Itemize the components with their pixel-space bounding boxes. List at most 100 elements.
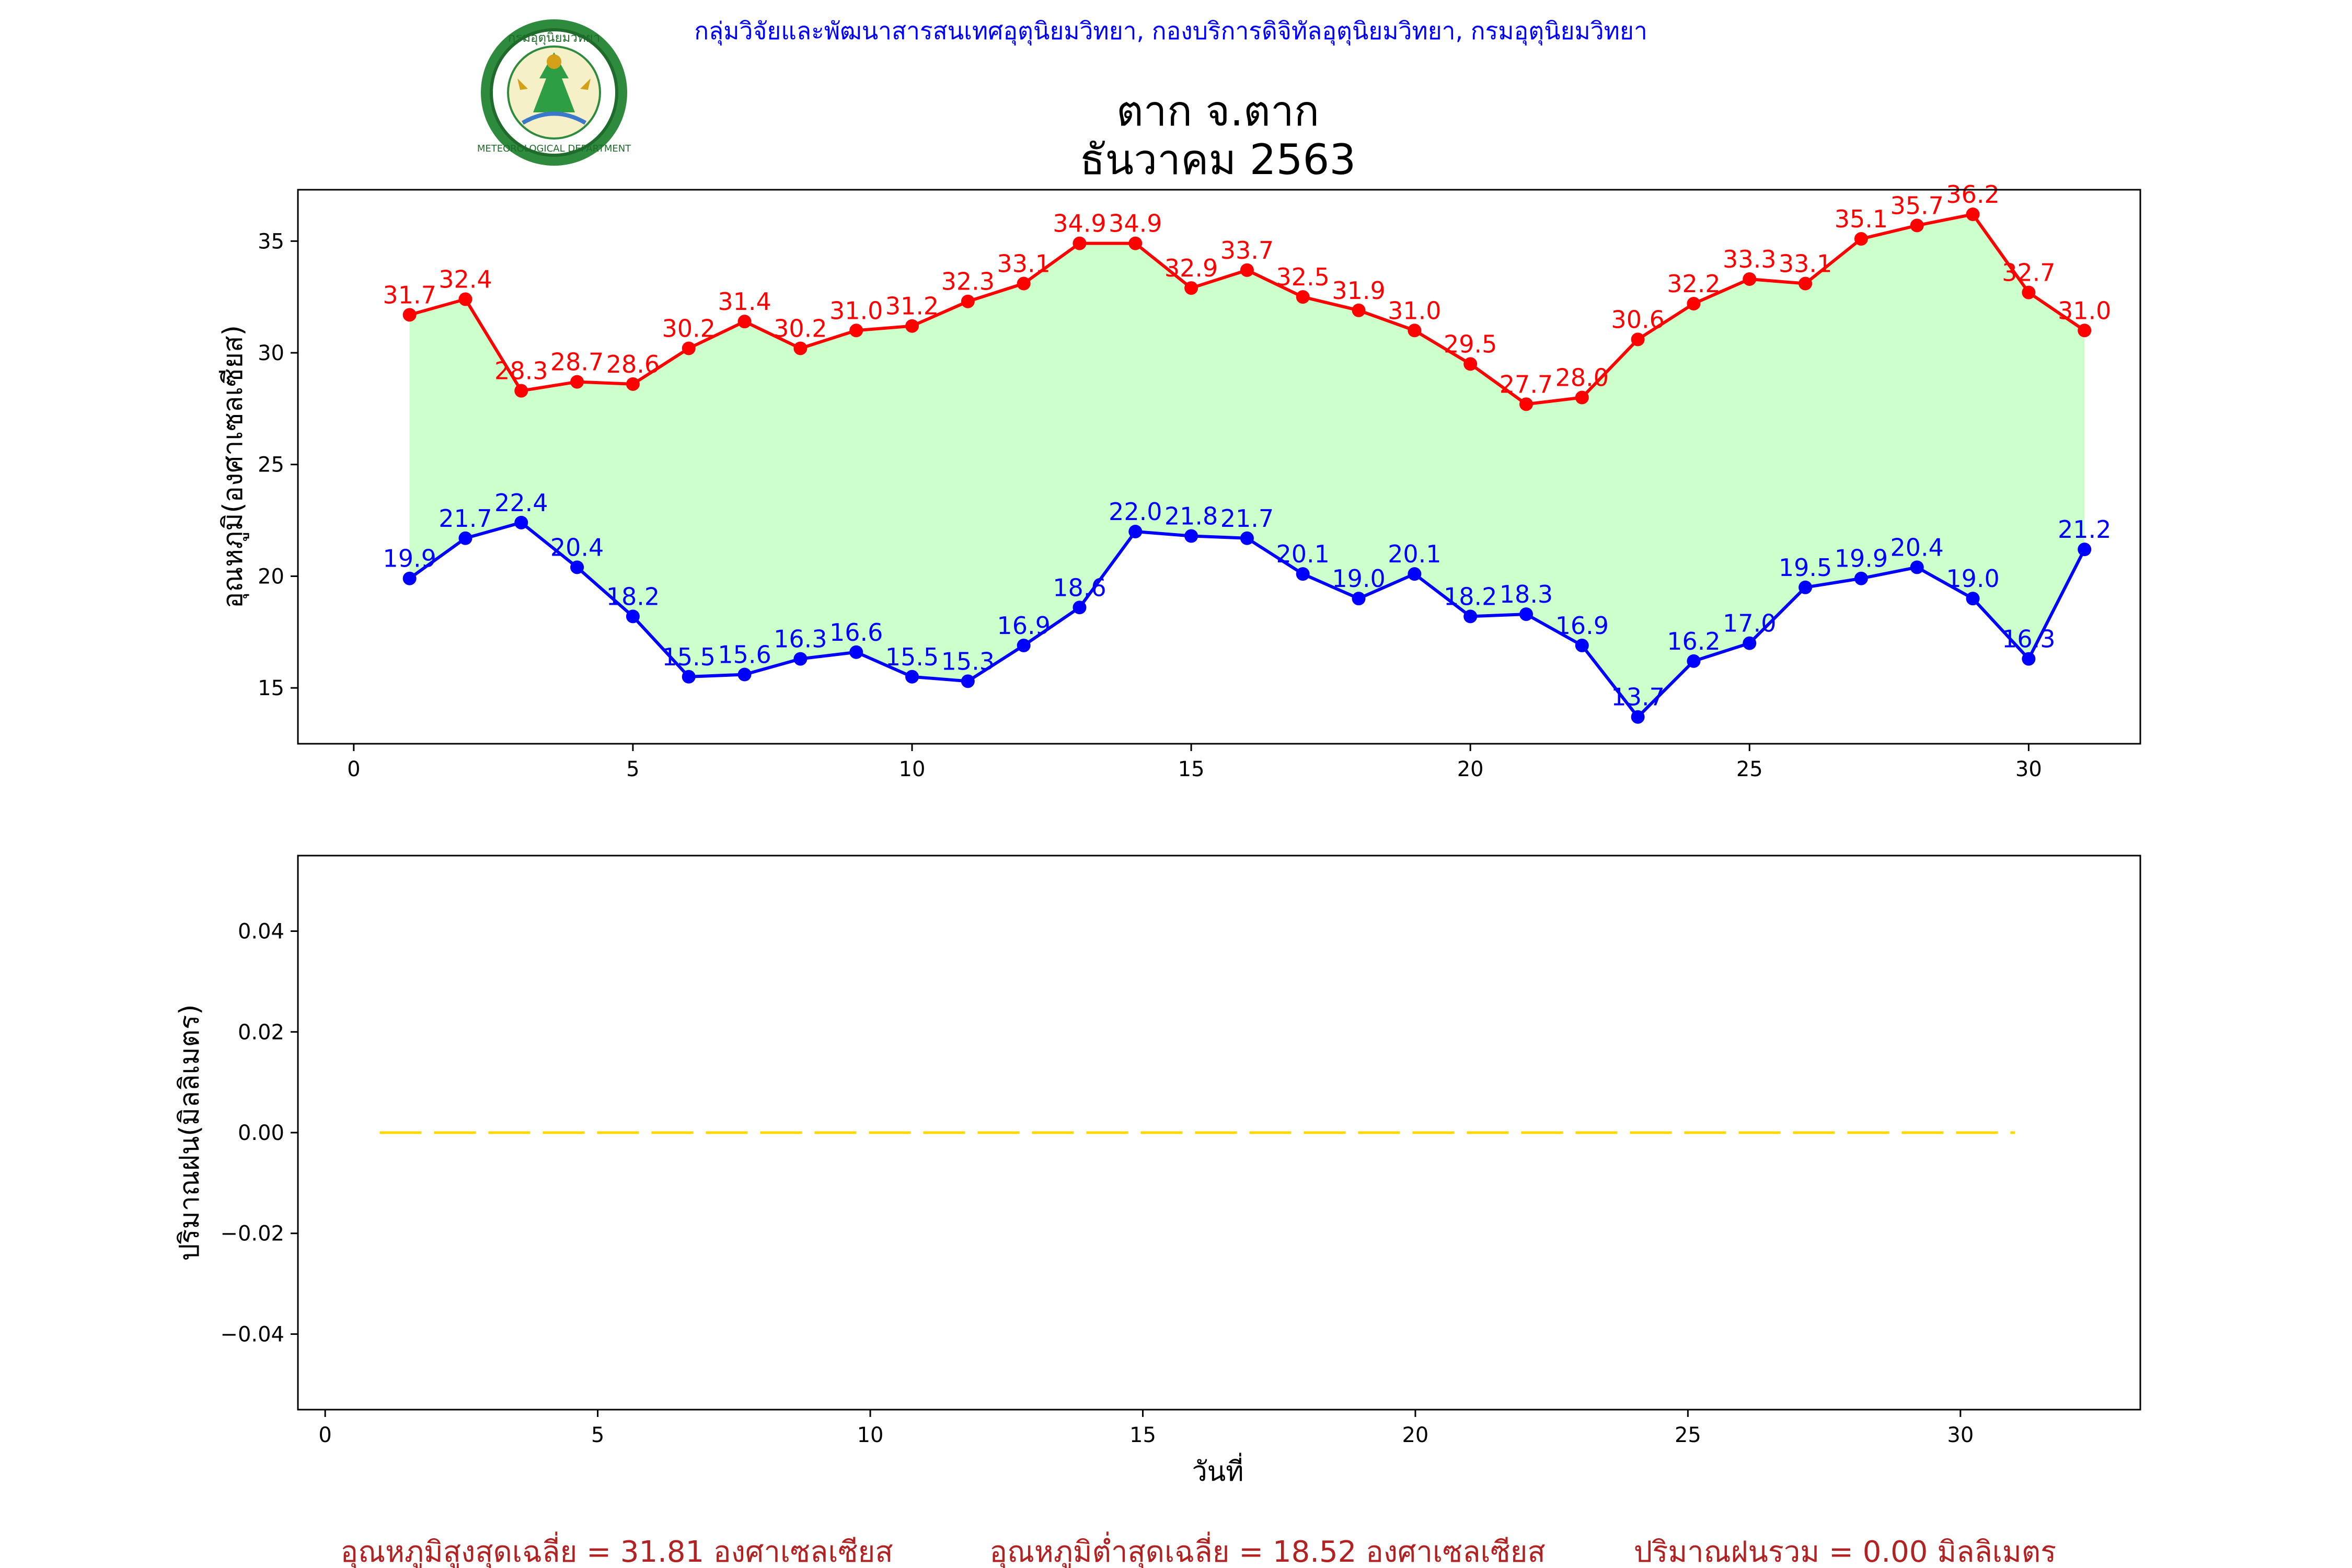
data-point-max	[626, 377, 640, 391]
data-label-min: 18.2	[606, 582, 660, 610]
summary-avg-min: อุณหภูมิต่ำสุดเฉลี่ย = 18.52 องศาเซลเซีย…	[989, 1531, 1545, 1568]
data-label-min: 19.0	[1332, 564, 1385, 593]
data-point-min	[682, 670, 696, 684]
temperature-panel: 31.732.428.3 28.7 28.630.231.430.231.0 31.2…	[217, 180, 2141, 781]
data-point-max	[1463, 357, 1478, 371]
chart-title-line1: ตาก จ.ตาก	[1116, 87, 1319, 135]
summary-total-rain: ปริมาณฝนรวม = 0.00 มิลลิเมตร	[1634, 1535, 2057, 1568]
data-label-max: 32.5	[1276, 263, 1330, 291]
data-point-min	[1743, 636, 1757, 650]
data-label-max: 28.0	[1555, 364, 1609, 392]
data-point-min	[1966, 592, 1980, 606]
x-tick-label: 5	[626, 757, 639, 781]
data-point-max	[570, 375, 584, 389]
data-point-max	[905, 319, 919, 333]
data-label-min: 21.2	[2058, 515, 2111, 544]
data-label-min: 20.1	[1276, 540, 1330, 568]
data-point-max	[1073, 236, 1087, 250]
data-point-max	[2078, 324, 2092, 338]
temperature-y-axis-label: อุณหภูมิ(องศาเซลเซียส)	[217, 325, 249, 608]
data-point-min	[1798, 580, 1813, 594]
data-point-min	[2078, 543, 2092, 557]
meteorological-department-seal-icon: กรมอุตุนิยมวิทยา METEOROLOGICAL DEPARTME…	[477, 19, 631, 166]
data-point-min	[905, 670, 919, 684]
seal-text-bottom: METEOROLOGICAL DEPARTMENT	[477, 143, 631, 154]
y-tick-label: 35	[258, 229, 284, 253]
data-label-min: 21.7	[439, 504, 492, 533]
data-label-max: 30.2	[774, 314, 827, 342]
data-point-min	[1017, 638, 1031, 652]
data-point-min	[1910, 560, 1924, 574]
data-label-min: 19.9	[383, 545, 436, 573]
data-point-min	[793, 652, 808, 666]
data-label-max: 35.1	[1835, 205, 1888, 233]
data-point-max	[1743, 272, 1757, 286]
data-label-max: 30.6	[1611, 305, 1664, 333]
y-tick-label: 0.02	[238, 1020, 284, 1044]
x-tick-label: 25	[1736, 757, 1763, 781]
data-label-max: 33.1	[997, 250, 1050, 278]
data-point-max	[1798, 276, 1813, 291]
data-point-max	[1575, 390, 1589, 405]
y-tick-label: 0.04	[238, 920, 284, 944]
data-point-max	[682, 341, 696, 355]
y-tick-label: 15	[258, 676, 284, 700]
data-point-min	[1631, 710, 1645, 724]
x-tick-label: 0	[318, 1423, 331, 1447]
data-label-min: 15.3	[941, 647, 995, 675]
data-point-max	[793, 341, 808, 355]
rainfall-y-axis-label: ปริมาณฝน(มิลลิเมตร)	[174, 1004, 205, 1261]
data-point-max	[737, 315, 752, 329]
data-label-min: 16.9	[997, 612, 1050, 640]
y-tick-label: 20	[258, 564, 284, 589]
data-label-min: 16.6	[829, 618, 883, 647]
data-label-max: 28.6	[606, 350, 660, 378]
data-label-max: 32.9	[1165, 254, 1218, 282]
data-label-max: 32.3	[941, 268, 995, 296]
data-point-max	[849, 324, 863, 338]
data-point-min	[514, 515, 528, 529]
data-point-max	[1408, 324, 1422, 338]
data-point-min	[1240, 531, 1254, 545]
data-point-min	[458, 531, 472, 545]
data-point-max	[1854, 232, 1868, 246]
data-point-max	[1352, 303, 1366, 317]
data-point-max	[1296, 290, 1310, 304]
y-tick-label: 0.00	[238, 1121, 284, 1145]
data-label-min: 20.4	[550, 533, 604, 561]
data-point-max	[1240, 263, 1254, 277]
data-label-min: 13.7	[1611, 683, 1664, 711]
data-label-min: 16.3	[2002, 625, 2055, 653]
data-label-min: 20.1	[1388, 540, 1441, 568]
data-point-min	[2022, 652, 2036, 666]
x-tick-label: 15	[1129, 1423, 1156, 1447]
data-label-min: 18.3	[1500, 580, 1553, 608]
data-label-max: 33.7	[1220, 236, 1274, 264]
x-tick-label: 10	[857, 1423, 884, 1447]
data-label-min: 21.7	[1220, 504, 1274, 533]
data-label-max: 29.5	[1444, 330, 1497, 358]
data-point-max	[1687, 296, 1701, 310]
data-label-min: 20.4	[1890, 533, 1944, 561]
data-point-min	[849, 645, 863, 659]
temperature-range-fill	[409, 214, 2085, 717]
data-label-max: 30.2	[662, 314, 716, 342]
data-label-max: 35.7	[1890, 191, 1944, 220]
data-point-min	[1184, 529, 1198, 543]
data-point-min	[961, 674, 975, 688]
temperature-data-labels: 31.732.428.3 28.7 28.630.231.430.231.0 31.2…	[383, 180, 2111, 711]
data-label-max: 32.2	[1667, 270, 1720, 298]
x-tick-label: 30	[1947, 1423, 1974, 1447]
data-point-max	[1184, 281, 1198, 295]
data-label-max: 31.0	[2058, 296, 2111, 325]
data-label-max: 28.3	[494, 357, 548, 385]
data-label-min: 22.4	[494, 489, 548, 517]
seal-text-top: กรมอุตุนิยมวิทยา	[508, 30, 600, 45]
data-label-max: 31.0	[829, 296, 883, 325]
data-label-max: 28.7	[550, 348, 604, 376]
x-tick-label: 20	[1402, 1423, 1428, 1447]
y-tick-label: 25	[258, 453, 284, 477]
data-label-min: 22.0	[1109, 498, 1162, 526]
data-label-min: 15.6	[718, 641, 771, 669]
